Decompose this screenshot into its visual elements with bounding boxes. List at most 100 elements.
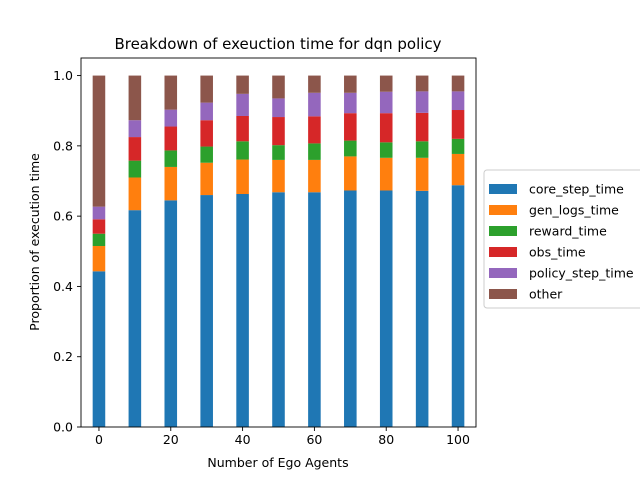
legend-box [483,169,640,309]
bar-segment-other [344,75,357,93]
legend-swatch-gen-logs-time [489,205,517,215]
bar-segment-core-step-time [415,190,429,427]
legend-swatch-other [489,289,517,299]
legend-label-core-step-time: core_step_time [529,182,624,197]
legend-swatch-policy-step-time [489,268,517,278]
legend-label-policy-step-time: policy_step_time [529,266,634,281]
bar-segment-policy-step-time [236,93,249,116]
bar-segment-policy-step-time [451,91,465,111]
legend-label-gen-logs-time: gen_logs_time [529,203,619,218]
legend-label-reward-time: reward_time [529,224,607,239]
bar-segment-reward-time [128,160,142,178]
bar-segment-core-step-time [344,190,357,427]
bar-segment-other [164,75,178,110]
bar-segment-core-step-time [164,200,178,427]
bar-segment-policy-step-time [128,120,142,138]
y-tick-label: 0.6 [53,209,73,224]
bar-segment-obs-time [379,113,393,143]
bar-segment-reward-time [236,141,249,160]
bar-segment-reward-time [92,233,106,247]
bar-segment-other [379,75,393,92]
chart-title: Breakdown of exeuction time for dqn poli… [114,35,441,53]
bar-segment-other [236,75,249,94]
bar-segment-obs-time [415,112,429,142]
bar-segment-other [308,75,321,93]
bar-segment-reward-time [379,142,393,158]
bar-segment-reward-time [344,140,357,157]
bar-segment-gen-logs-time [415,157,429,191]
bar-segment-core-step-time [451,185,465,427]
bar-segment-gen-logs-time [344,156,357,191]
bar-segment-obs-time [200,120,213,147]
bar-segment-policy-step-time [379,91,393,114]
x-tick-label: 20 [163,432,179,447]
bar-segment-gen-logs-time [379,157,393,191]
bar-segment-reward-time [308,143,321,160]
legend-label-obs-time: obs_time [529,245,586,260]
bar-segment-other [451,75,465,92]
x-tick-label: 40 [235,432,251,447]
bar-segment-core-step-time [379,190,393,427]
y-tick-label: 0.0 [53,420,73,435]
x-axis-label: Number of Ego Agents [207,455,348,470]
x-tick-label: 100 [446,432,470,447]
plot-frame [80,57,477,428]
y-tick-label: 0.4 [53,279,73,294]
bars-group [92,75,465,427]
y-axis-ticks: 0.0 0.2 0.4 0.6 0.8 1.0 [53,68,81,435]
bar-segment-core-step-time [272,192,285,427]
bar-segment-gen-logs-time [92,246,106,272]
bar-segment-other [92,75,106,207]
bar-segment-reward-time [164,150,178,167]
y-axis-label: Proportion of execution time [27,153,42,331]
y-tick-label: 0.8 [53,138,73,153]
legend-swatch-obs-time [489,247,517,257]
y-tick-label: 0.2 [53,349,73,364]
bar-segment-gen-logs-time [236,159,249,195]
bar-segment-policy-step-time [415,91,429,113]
bar-segment-gen-logs-time [128,177,142,211]
legend-swatch-core-step-time [489,184,517,194]
x-axis-ticks: 0 20 40 60 80 100 [95,427,470,447]
bar-segment-core-step-time [92,271,106,427]
bar-segment-core-step-time [200,195,213,427]
bar-segment-reward-time [272,145,285,160]
bar-segment-other [200,75,213,103]
bar-segment-reward-time [200,146,213,163]
bar-segment-policy-step-time [200,102,213,121]
bar-segment-reward-time [415,141,429,158]
bar-segment-gen-logs-time [164,166,178,201]
bar-segment-other [272,75,285,99]
legend: core_step_time gen_logs_time reward_timeob… [483,169,640,309]
bar-segment-policy-step-time [308,92,321,117]
bar-segment-core-step-time [308,192,321,427]
bar-segment-gen-logs-time [308,159,321,193]
bar-segment-obs-time [272,117,285,146]
bar-segment-policy-step-time [92,206,106,220]
bar-segment-core-step-time [236,194,249,427]
bar-segment-obs-time [236,115,249,142]
bar-segment-obs-time [92,219,106,234]
x-tick-label: 60 [306,432,322,447]
bar-segment-obs-time [344,113,357,141]
x-tick-label: 80 [378,432,394,447]
bar-segment-policy-step-time [272,98,285,118]
bar-segment-gen-logs-time [200,162,213,196]
legend-swatch-reward-time [489,226,517,236]
legend-label-other: other [529,287,563,302]
bar-segment-obs-time [308,116,321,144]
x-tick-label: 0 [95,432,103,447]
bar-segment-other [415,75,429,92]
bar-segment-policy-step-time [164,109,178,127]
bar-segment-reward-time [451,138,465,154]
bar-segment-policy-step-time [344,92,357,114]
bar-segment-core-step-time [128,210,142,427]
bar-segment-gen-logs-time [451,153,465,186]
bar-segment-other [128,75,142,121]
bar-segment-obs-time [128,137,142,161]
bar-segment-obs-time [451,110,465,139]
y-tick-label: 1.0 [53,68,73,83]
bar-segment-gen-logs-time [272,159,285,193]
bar-segment-obs-time [164,126,178,151]
